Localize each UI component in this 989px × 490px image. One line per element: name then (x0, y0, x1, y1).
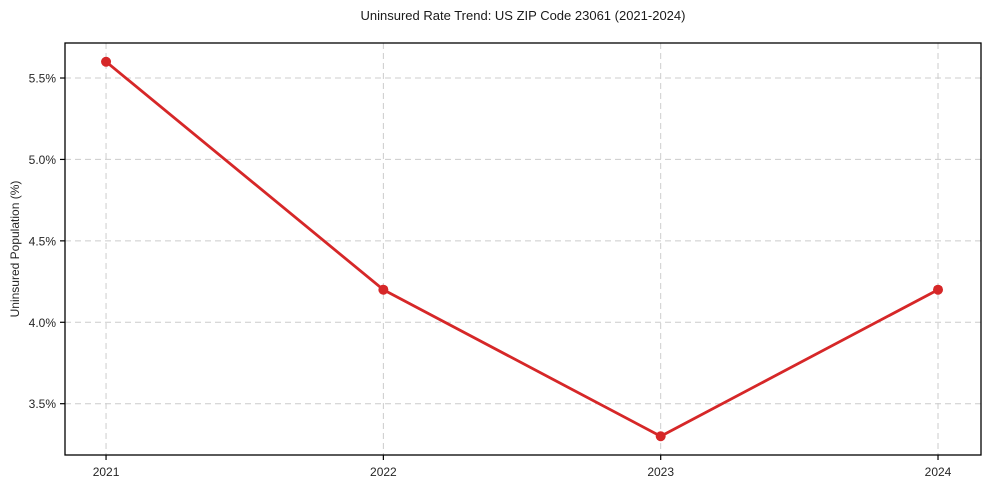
y-tick-label: 4.5% (29, 234, 57, 248)
y-tick-label: 5.5% (29, 72, 57, 86)
x-tick-label: 2021 (93, 465, 120, 479)
plot-border (64, 42, 982, 456)
data-point-marker (933, 284, 944, 295)
data-point-marker (378, 284, 389, 295)
y-tick-label: 5.0% (29, 153, 57, 167)
chart-title: Uninsured Rate Trend: US ZIP Code 23061 … (360, 8, 686, 23)
data-point-marker (101, 56, 112, 67)
data-point-marker (655, 431, 666, 442)
x-tick-label: 2023 (647, 465, 674, 479)
y-tick-label: 3.5% (29, 397, 57, 411)
x-tick-label: 2022 (370, 465, 397, 479)
trend-line (104, 60, 940, 438)
x-tick-label: 2024 (925, 465, 952, 479)
y-tick-label: 4.0% (29, 316, 57, 330)
